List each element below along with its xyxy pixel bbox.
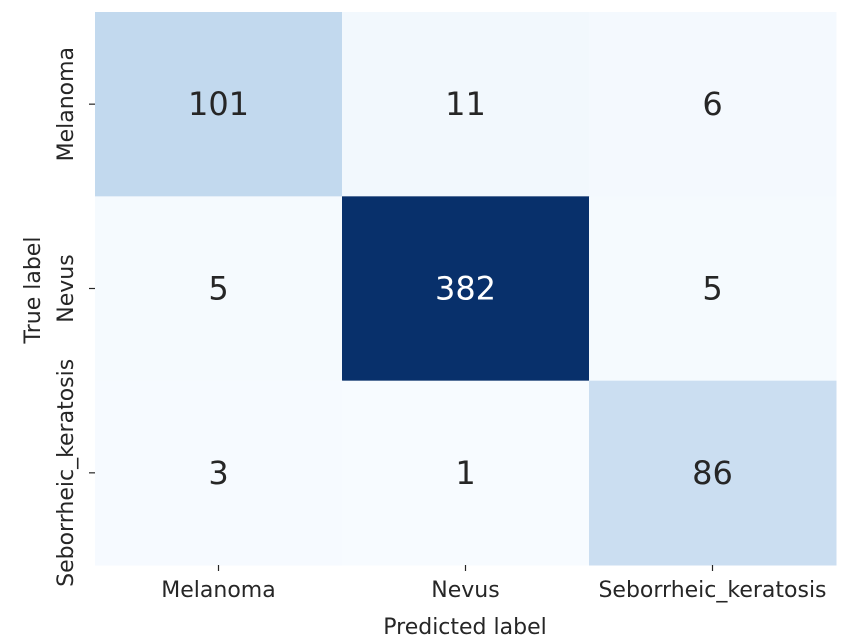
heatmap-cell-labels: 101 11 6 5 382 5 3 1 86: [188, 85, 733, 492]
heatmap-cell-r2-c2: [589, 380, 837, 566]
x-axis-ticks: Melanoma Nevus Seborrheic_keratosis: [161, 565, 827, 603]
cell-value-r2-c2: 86: [692, 454, 733, 492]
y-tick-label-1: Nevus: [54, 254, 79, 322]
x-tick-label-0: Melanoma: [161, 578, 275, 603]
x-tick-label-1: Nevus: [431, 578, 499, 603]
cell-value-r2-c1: 1: [455, 454, 475, 492]
x-tick-label-2: Seborrheic_keratosis: [598, 578, 826, 603]
cell-value-r2-c0: 3: [208, 454, 228, 492]
heatmap-cell-r0-c0: [95, 12, 343, 197]
heatmap-cell-r1-c1: [342, 196, 590, 382]
cell-value-r0-c0: 101: [188, 85, 249, 123]
heatmap-cells: [95, 12, 837, 566]
heatmap-cell-r0-c2: [589, 12, 837, 197]
x-axis-label: Predicted label: [383, 615, 546, 640]
heatmap-cell-r2-c1: [342, 380, 590, 566]
heatmap-cell-r2-c0: [95, 380, 343, 566]
y-tick-label-0: Melanoma: [54, 47, 79, 161]
cell-value-r1-c2: 5: [702, 270, 722, 308]
cell-value-r1-c1: 382: [435, 270, 496, 308]
heatmap-cell-r1-c0: [95, 196, 343, 382]
heatmap-cell-r0-c1: [342, 12, 590, 197]
cell-value-r0-c1: 11: [445, 85, 486, 123]
cell-value-r1-c0: 5: [208, 270, 228, 308]
y-axis-label: True label: [21, 237, 46, 345]
y-axis-ticks: Melanoma Nevus Seborrheic_keratosis: [54, 47, 95, 587]
heatmap-cell-r1-c2: [589, 196, 837, 382]
cell-value-r0-c2: 6: [702, 85, 722, 123]
y-tick-label-2: Seborrheic_keratosis: [54, 359, 79, 587]
